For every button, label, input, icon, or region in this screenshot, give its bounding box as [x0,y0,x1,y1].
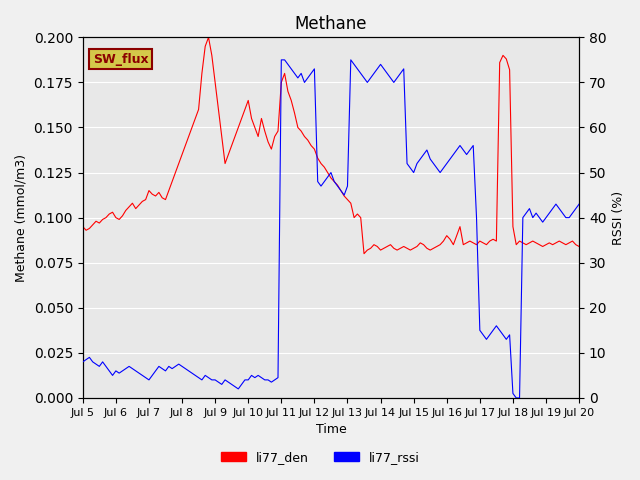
Y-axis label: RSSI (%): RSSI (%) [612,191,625,245]
Text: SW_flux: SW_flux [93,53,148,66]
Title: Methane: Methane [294,15,367,33]
Y-axis label: Methane (mmol/m3): Methane (mmol/m3) [15,154,28,282]
X-axis label: Time: Time [316,423,346,436]
Legend: li77_den, li77_rssi: li77_den, li77_rssi [216,446,424,469]
